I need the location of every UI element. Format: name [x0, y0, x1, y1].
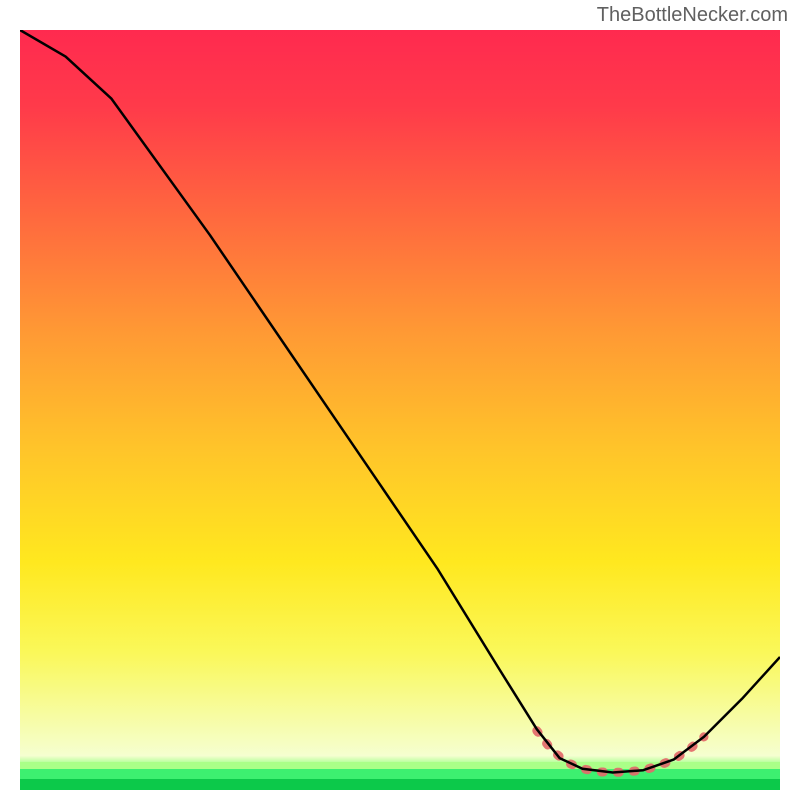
highlight-dots	[537, 731, 704, 773]
plot-area	[20, 30, 780, 790]
main-curve	[20, 30, 780, 773]
watermark-text: TheBottleNecker.com	[597, 4, 788, 27]
curve-layer	[20, 30, 780, 790]
